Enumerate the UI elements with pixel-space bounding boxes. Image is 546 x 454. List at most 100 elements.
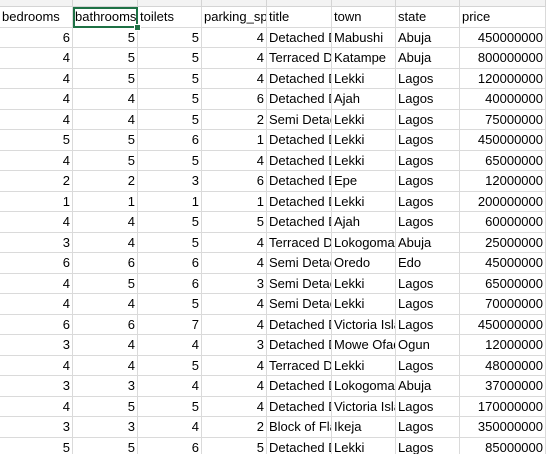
- cell-price[interactable]: 450000000: [460, 130, 546, 151]
- cell-parking_space[interactable]: 2: [202, 417, 267, 438]
- cell-state[interactable]: Lagos: [396, 171, 460, 192]
- cell-town[interactable]: Lekki: [332, 437, 396, 454]
- header-cell-state[interactable]: state: [396, 7, 460, 28]
- cell-state[interactable]: Abuja: [396, 27, 460, 48]
- cell-bedrooms[interactable]: 3: [0, 417, 73, 438]
- column-header-b[interactable]: B: [73, 0, 138, 6]
- cell-price[interactable]: 48000000: [460, 355, 546, 376]
- cell-bedrooms[interactable]: 4: [0, 150, 73, 171]
- cell-title[interactable]: Detached Duplex: [267, 335, 332, 356]
- cell-town[interactable]: Ajah: [332, 212, 396, 233]
- cell-bathrooms[interactable]: 2: [73, 171, 138, 192]
- header-cell-town[interactable]: town: [332, 7, 396, 28]
- cell-toilets[interactable]: 5: [138, 68, 202, 89]
- cell-state[interactable]: Lagos: [396, 212, 460, 233]
- cell-bathrooms[interactable]: 4: [73, 335, 138, 356]
- cell-parking_space[interactable]: 6: [202, 171, 267, 192]
- cell-parking_space[interactable]: 2: [202, 109, 267, 130]
- cell-bedrooms[interactable]: 4: [0, 48, 73, 69]
- cell-parking_space[interactable]: 4: [202, 232, 267, 253]
- cell-bathrooms[interactable]: 4: [73, 294, 138, 315]
- cell-toilets[interactable]: 6: [138, 273, 202, 294]
- cell-town[interactable]: Ikeja: [332, 417, 396, 438]
- cell-state[interactable]: Lagos: [396, 437, 460, 454]
- cell-town[interactable]: Lokogoma: [332, 232, 396, 253]
- cell-parking_space[interactable]: 4: [202, 396, 267, 417]
- cell-state[interactable]: Lagos: [396, 273, 460, 294]
- column-header-h[interactable]: H: [460, 0, 546, 6]
- cell-title[interactable]: Semi Detached Duplex: [267, 273, 332, 294]
- cell-price[interactable]: 65000000: [460, 150, 546, 171]
- cell-toilets[interactable]: 5: [138, 48, 202, 69]
- cell-title[interactable]: Semi Detached Duplex: [267, 294, 332, 315]
- cell-bathrooms[interactable]: 4: [73, 109, 138, 130]
- cell-title[interactable]: Terraced Duplex: [267, 232, 332, 253]
- selected-cell[interactable]: bathrooms: [73, 7, 138, 28]
- cell-bedrooms[interactable]: 2: [0, 171, 73, 192]
- column-header-e[interactable]: E: [267, 0, 332, 6]
- cell-bathrooms[interactable]: 5: [73, 130, 138, 151]
- cell-bathrooms[interactable]: 5: [73, 396, 138, 417]
- cell-town[interactable]: Lekki: [332, 150, 396, 171]
- cell-town[interactable]: Lekki: [332, 191, 396, 212]
- cell-state[interactable]: Abuja: [396, 48, 460, 69]
- cell-title[interactable]: Detached Duplex: [267, 212, 332, 233]
- cell-parking_space[interactable]: 1: [202, 191, 267, 212]
- cell-state[interactable]: Abuja: [396, 376, 460, 397]
- cell-bedrooms[interactable]: 4: [0, 68, 73, 89]
- cell-parking_space[interactable]: 4: [202, 253, 267, 274]
- cell-title[interactable]: Terraced Duplex: [267, 48, 332, 69]
- cell-title[interactable]: Detached Duplex: [267, 68, 332, 89]
- header-cell-toilets[interactable]: toilets: [138, 7, 202, 28]
- cell-toilets[interactable]: 4: [138, 376, 202, 397]
- cell-state[interactable]: Lagos: [396, 396, 460, 417]
- cell-toilets[interactable]: 7: [138, 314, 202, 335]
- cell-parking_space[interactable]: 4: [202, 314, 267, 335]
- cell-toilets[interactable]: 5: [138, 150, 202, 171]
- cell-bathrooms[interactable]: 5: [73, 48, 138, 69]
- cell-title[interactable]: Detached Duplex: [267, 27, 332, 48]
- cell-bathrooms[interactable]: 5: [73, 437, 138, 454]
- header-cell-parking_space[interactable]: parking_space: [202, 7, 267, 28]
- cell-parking_space[interactable]: 6: [202, 89, 267, 110]
- cell-state[interactable]: Lagos: [396, 294, 460, 315]
- header-cell-price[interactable]: price: [460, 7, 546, 28]
- cell-title[interactable]: Detached Duplex: [267, 89, 332, 110]
- cell-price[interactable]: 12000000: [460, 171, 546, 192]
- cell-bedrooms[interactable]: 4: [0, 212, 73, 233]
- cell-town[interactable]: Katampe: [332, 48, 396, 69]
- cell-town[interactable]: Ajah: [332, 89, 396, 110]
- cell-title[interactable]: Detached Duplex: [267, 396, 332, 417]
- cell-state[interactable]: Lagos: [396, 191, 460, 212]
- cell-bathrooms[interactable]: 1: [73, 191, 138, 212]
- cell-town[interactable]: Lekki: [332, 68, 396, 89]
- cell-title[interactable]: Detached Duplex: [267, 150, 332, 171]
- cell-state[interactable]: Lagos: [396, 417, 460, 438]
- cell-price[interactable]: 60000000: [460, 212, 546, 233]
- header-cell-bedrooms[interactable]: bedrooms: [0, 7, 73, 28]
- cell-town[interactable]: Lekki: [332, 294, 396, 315]
- cell-bathrooms[interactable]: 6: [73, 253, 138, 274]
- cell-toilets[interactable]: 6: [138, 253, 202, 274]
- cell-bedrooms[interactable]: 5: [0, 130, 73, 151]
- cell-toilets[interactable]: 5: [138, 355, 202, 376]
- cell-parking_space[interactable]: 4: [202, 48, 267, 69]
- cell-town[interactable]: Lokogoma: [332, 376, 396, 397]
- cell-title[interactable]: Detached Duplex: [267, 171, 332, 192]
- cell-price[interactable]: 12000000: [460, 335, 546, 356]
- cell-state[interactable]: Abuja: [396, 232, 460, 253]
- cell-parking_space[interactable]: 4: [202, 355, 267, 376]
- cell-title[interactable]: Detached Duplex: [267, 191, 332, 212]
- cell-state[interactable]: Ogun: [396, 335, 460, 356]
- cell-toilets[interactable]: 6: [138, 130, 202, 151]
- cell-title[interactable]: Block of Flats: [267, 417, 332, 438]
- cell-town[interactable]: Oredo: [332, 253, 396, 274]
- cell-title[interactable]: Detached Duplex: [267, 314, 332, 335]
- cell-bedrooms[interactable]: 3: [0, 335, 73, 356]
- cell-town[interactable]: Lekki: [332, 109, 396, 130]
- cell-bathrooms[interactable]: 4: [73, 212, 138, 233]
- cell-price[interactable]: 37000000: [460, 376, 546, 397]
- cell-bathrooms[interactable]: 5: [73, 68, 138, 89]
- cell-toilets[interactable]: 5: [138, 232, 202, 253]
- cell-bedrooms[interactable]: 4: [0, 273, 73, 294]
